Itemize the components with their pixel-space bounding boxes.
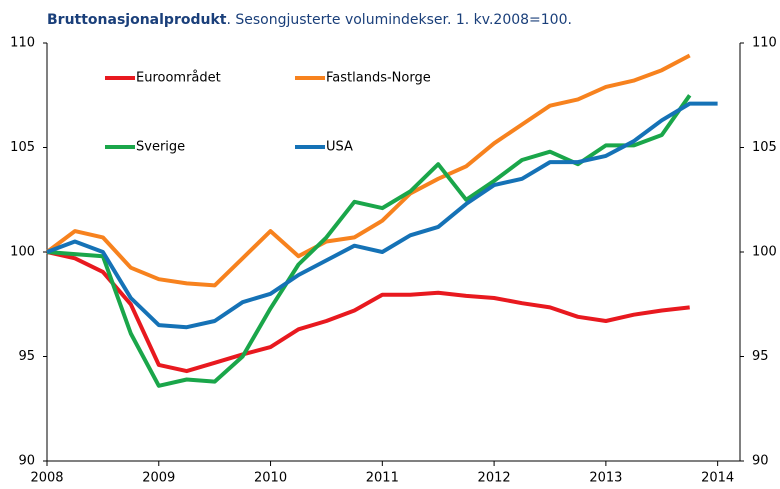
y2-tick-label: 100 xyxy=(752,245,777,260)
x-tick-label: 2012 xyxy=(478,471,511,486)
y-tick-label: 110 xyxy=(10,36,35,51)
series-line xyxy=(45,53,691,288)
y2-tick-label: 105 xyxy=(752,140,777,155)
x-tick-label: 2008 xyxy=(30,471,63,486)
legend-label: Fastlands-Norge xyxy=(326,71,431,86)
y-tick-label: 105 xyxy=(10,140,35,155)
title: Bruttonasjonalprodukt xyxy=(47,12,227,28)
series-line xyxy=(46,101,718,330)
x-tick-label: 2014 xyxy=(701,471,734,486)
x-tick-label: 2010 xyxy=(254,471,287,486)
y2-tick-label: 95 xyxy=(752,349,769,364)
y2-tick-label: 110 xyxy=(752,36,777,51)
series-line xyxy=(46,250,690,374)
y-tick-label: 95 xyxy=(18,349,35,364)
chart-title: Bruttonasjonalprodukt. Sesongjusterte vo… xyxy=(47,12,572,28)
x-tick-label: 2011 xyxy=(366,471,399,486)
x-tick-label: 2009 xyxy=(142,471,175,486)
y2-tick-label: 90 xyxy=(752,454,769,469)
subtitle: . Sesongjusterte volumindekser. 1. kv.20… xyxy=(226,12,571,28)
y-tick-label: 90 xyxy=(18,454,35,469)
legend-label: Euroområdet xyxy=(136,71,221,86)
legend-label: USA xyxy=(326,140,353,155)
legend-label: Sverige xyxy=(136,140,185,155)
y-tick-label: 100 xyxy=(10,245,35,260)
x-tick-label: 2013 xyxy=(589,471,622,486)
